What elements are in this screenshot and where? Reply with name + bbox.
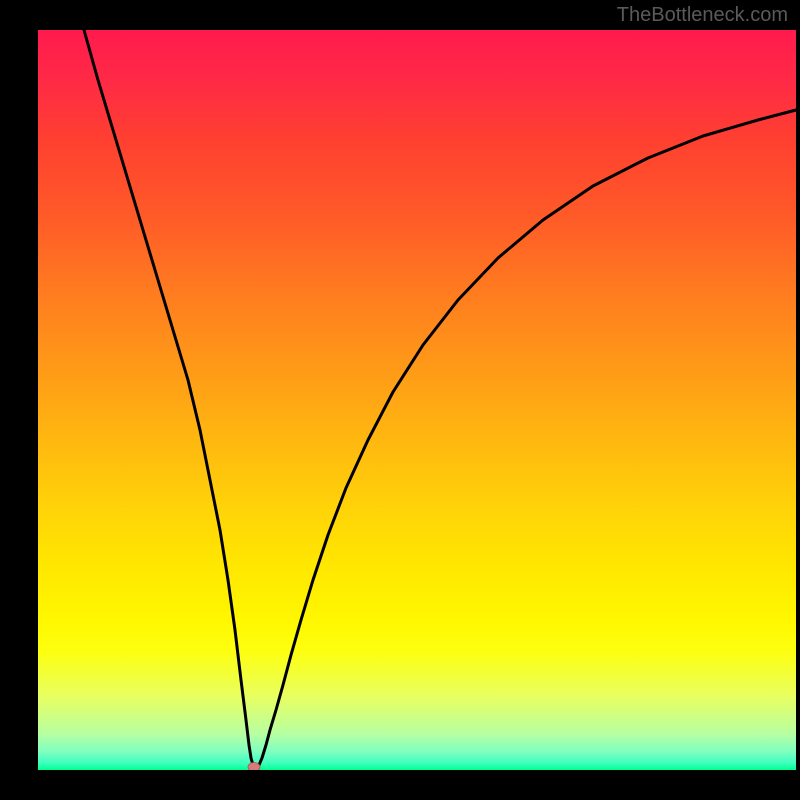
border-left xyxy=(0,0,38,800)
bottleneck-chart xyxy=(0,0,800,800)
plot-background xyxy=(38,30,796,770)
border-bottom xyxy=(0,770,800,800)
watermark-text: TheBottleneck.com xyxy=(617,4,788,27)
border-right xyxy=(796,0,800,800)
chart-container: TheBottleneck.com xyxy=(0,0,800,800)
